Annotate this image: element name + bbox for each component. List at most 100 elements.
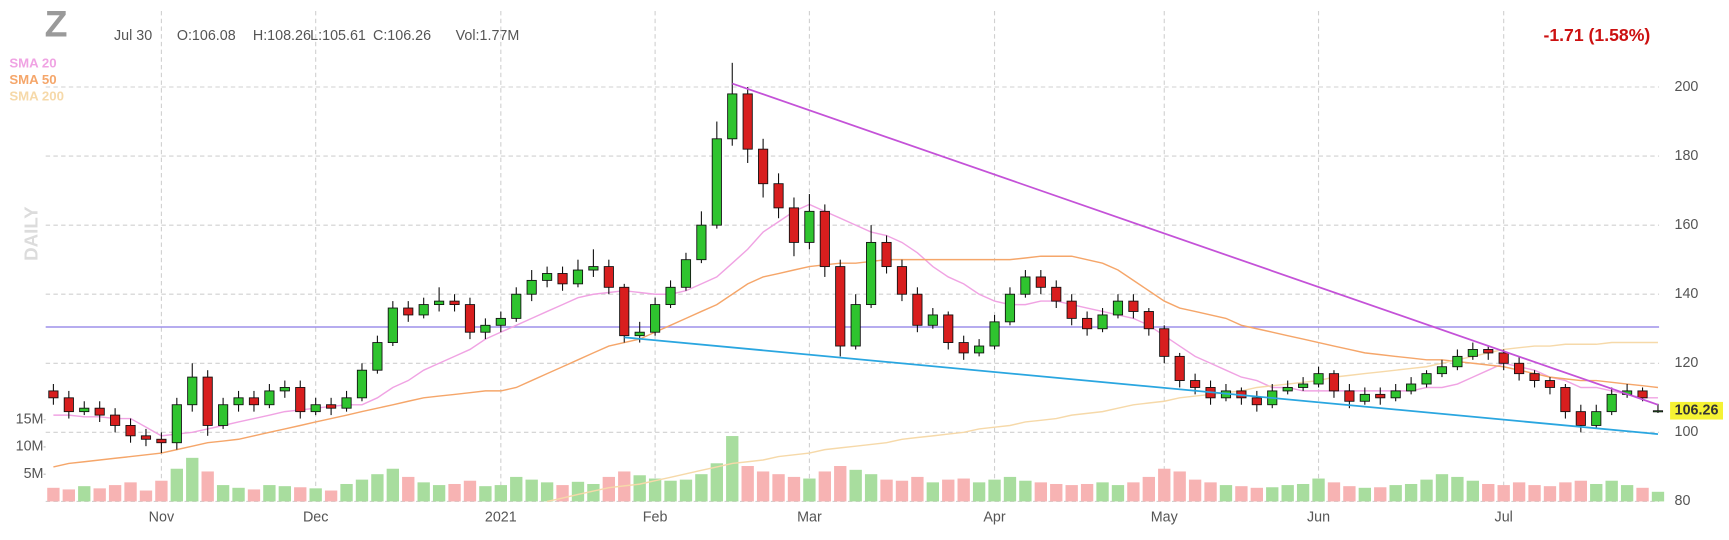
candle-body xyxy=(696,224,707,261)
candle-body xyxy=(480,324,491,333)
candle-body xyxy=(526,279,537,295)
volume-bar xyxy=(1574,480,1587,502)
volume-bar xyxy=(525,479,538,502)
candle-body xyxy=(974,345,985,354)
legend-entry: SMA 200 xyxy=(9,88,64,103)
candle-body xyxy=(1652,410,1664,413)
candle-body xyxy=(1251,397,1262,406)
volume-bar xyxy=(587,483,600,502)
volume-bar xyxy=(216,485,230,502)
x-tick-label: Jul xyxy=(1495,510,1513,526)
volume-bar xyxy=(1358,487,1371,502)
candle-body xyxy=(94,407,105,416)
candle-body xyxy=(372,342,383,371)
candle-body xyxy=(896,266,908,295)
last-price: 106.26 xyxy=(1675,403,1719,419)
candle-body xyxy=(1483,349,1494,354)
volume-bar xyxy=(402,476,415,502)
volume-bar xyxy=(432,485,446,502)
candle-body xyxy=(48,390,59,399)
volume-bar xyxy=(957,478,970,502)
candle-body xyxy=(1606,393,1617,413)
low-text: L:105.61 xyxy=(310,28,366,44)
candle-body xyxy=(1560,387,1571,413)
candle-body xyxy=(1436,366,1448,375)
volume-bar xyxy=(1605,480,1618,502)
x-tick-label: Apr xyxy=(983,510,1006,526)
candle-body xyxy=(125,425,136,437)
volume-bar xyxy=(988,479,1001,502)
volume-bar xyxy=(355,479,369,502)
date: Jul 30 xyxy=(114,28,152,44)
candle-body xyxy=(1004,293,1016,323)
candle-body xyxy=(1112,300,1124,316)
open-text: O:106.08 xyxy=(177,28,236,44)
candle-body xyxy=(418,304,429,316)
volume-bar xyxy=(1559,482,1572,502)
volume-bar xyxy=(386,468,399,502)
y-tick-label: 140 xyxy=(1675,286,1699,302)
volume-bar xyxy=(417,482,430,502)
candle-body xyxy=(804,210,815,243)
volume-bar xyxy=(463,480,477,502)
candle-body xyxy=(233,397,244,406)
candle-body xyxy=(495,317,506,326)
volume-bar xyxy=(1497,485,1510,502)
candle-body xyxy=(634,331,645,337)
volume-bar xyxy=(695,474,708,502)
volume-tick-label: 5M xyxy=(24,466,44,482)
volume-bar xyxy=(1173,471,1186,502)
candle-body xyxy=(1035,276,1046,288)
volume-bar xyxy=(1343,486,1356,502)
candle-body xyxy=(943,314,954,344)
candle-body xyxy=(63,397,74,413)
volume-bar xyxy=(880,479,893,502)
candle-body xyxy=(1298,383,1309,388)
candle-body xyxy=(449,300,460,306)
volume-tick-label: 10M xyxy=(16,439,44,455)
volume-bar xyxy=(540,482,554,502)
candle-body xyxy=(264,390,275,406)
volume-bar xyxy=(155,480,168,502)
candle-body xyxy=(588,266,599,271)
last-price-tag xyxy=(1670,401,1723,420)
candle-body xyxy=(1344,390,1355,402)
volume-bar xyxy=(170,468,183,502)
volume-bar xyxy=(571,481,585,502)
candle-body xyxy=(603,266,614,288)
candle-body xyxy=(248,397,260,406)
volume-bar xyxy=(93,488,106,502)
volume-bar xyxy=(772,474,785,502)
candle-body xyxy=(1097,314,1108,330)
volume-bar xyxy=(186,457,199,502)
candle-body xyxy=(1544,380,1556,388)
volume-bar xyxy=(664,480,677,502)
candle-body xyxy=(1637,390,1648,399)
sma-line xyxy=(53,203,1658,437)
candle-body xyxy=(1467,349,1478,357)
volume-bar xyxy=(679,479,693,502)
candle-body xyxy=(650,304,661,333)
volume-bar xyxy=(1142,476,1155,502)
volume-bar xyxy=(1003,476,1017,502)
candle-body xyxy=(1128,300,1139,312)
x-tick-label: Feb xyxy=(643,510,668,526)
candle-body xyxy=(835,266,846,347)
candle-body xyxy=(187,376,198,406)
volume-bar xyxy=(1312,478,1325,502)
candle-body xyxy=(140,435,152,440)
volume-bar xyxy=(1050,483,1063,502)
candle-body xyxy=(1514,362,1525,375)
volume-bar xyxy=(1127,482,1140,502)
candle-body xyxy=(403,307,414,316)
volume-bar xyxy=(510,476,523,502)
volume-bar xyxy=(803,478,816,502)
candle-body xyxy=(1406,383,1417,392)
candle-body xyxy=(1174,355,1185,381)
legend-entry: SMA 50 xyxy=(9,72,56,87)
x-tick-label: Jun xyxy=(1307,510,1330,526)
trendline xyxy=(624,336,1659,435)
volume-bar xyxy=(849,469,862,502)
volume-bar xyxy=(818,471,831,502)
